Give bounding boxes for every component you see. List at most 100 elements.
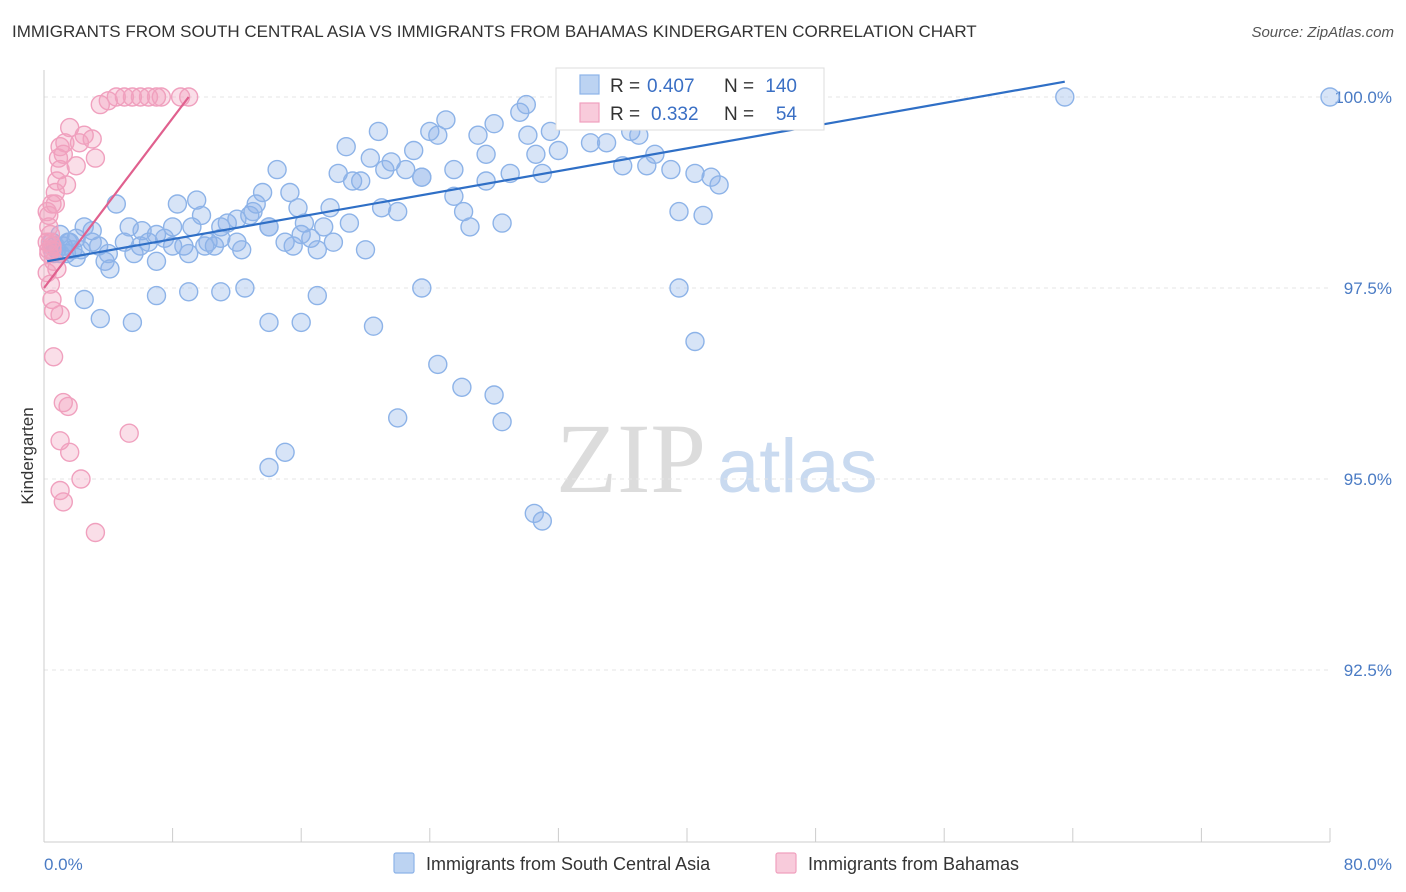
point-0-52	[355, 240, 376, 260]
watermark-zip: ZIP	[556, 403, 706, 514]
legend-r-label-0: R =	[610, 76, 640, 97]
point-0-24	[167, 194, 188, 214]
point-1-37	[45, 194, 65, 214]
point-0-104	[363, 316, 384, 336]
point-0-96	[259, 312, 279, 333]
point-0-50	[342, 171, 363, 191]
point-1-38	[37, 201, 57, 222]
y-axis-title: Kindergarten	[18, 407, 37, 504]
point-0-102	[90, 308, 111, 329]
point-0-137	[146, 251, 167, 271]
point-1-26	[114, 87, 135, 107]
point-0-109	[388, 408, 408, 428]
point-0-95	[291, 312, 311, 333]
legend-box	[555, 67, 825, 131]
point-1-35	[66, 156, 86, 176]
point-0-37	[252, 182, 273, 203]
point-0-73	[518, 125, 538, 145]
point-0-49	[336, 136, 356, 157]
point-0-89	[661, 159, 681, 180]
y-tick-label-0: 100.0%	[1334, 88, 1392, 107]
point-0-72	[510, 102, 530, 123]
legend-r-label-1: R =	[610, 104, 640, 125]
point-0-111	[275, 442, 295, 462]
point-0-47	[320, 198, 340, 218]
point-0-115	[669, 278, 689, 298]
watermark-atlas: atlas	[717, 424, 878, 509]
point-0-98	[211, 282, 231, 302]
x-tick-labels: 0.0% 80.0%	[44, 855, 1392, 874]
point-0-19	[132, 220, 152, 241]
correlation-legend: R = 0.407 N = 140 R = 0.332 N = 54	[555, 67, 825, 131]
y-tick-label-1: 97.5%	[1344, 279, 1392, 298]
point-0-107	[452, 377, 472, 397]
watermark: ZIP atlas	[556, 403, 878, 514]
bottom-legend-swatch-south-central-asia	[393, 852, 415, 874]
point-1-50	[71, 469, 91, 489]
point-0-27	[186, 190, 207, 210]
x-tick-label-max: 80.0%	[1344, 855, 1392, 874]
point-1-27	[122, 87, 143, 107]
point-0-121	[516, 94, 536, 115]
point-0-34	[231, 240, 252, 260]
legend-n-label-0: N =	[724, 76, 754, 97]
point-0-14	[100, 259, 120, 279]
point-0-41	[280, 182, 300, 203]
trendline-1	[43, 96, 190, 289]
point-0-123	[444, 159, 464, 180]
point-1-18	[55, 133, 75, 153]
point-0-108	[484, 385, 504, 405]
chart-source: Source: ZipAtlas.com	[1251, 24, 1394, 41]
point-0-122	[476, 144, 496, 165]
point-0-39	[267, 159, 287, 180]
point-0-105	[412, 278, 432, 298]
point-0-140	[82, 232, 102, 252]
point-1-33	[178, 87, 199, 107]
legend-r-value-1: 0.332	[651, 104, 699, 125]
trendline-0	[47, 80, 1065, 263]
point-1-34	[85, 148, 106, 168]
chart-title: IMMIGRANTS FROM SOUTH CENTRAL ASIA VS IM…	[12, 22, 977, 41]
legend-n-value-0: 140	[765, 76, 797, 97]
point-0-93	[701, 167, 721, 187]
point-0-114	[532, 511, 552, 531]
point-1-52	[53, 492, 73, 512]
point-0-113	[524, 503, 544, 524]
point-0-145	[1320, 87, 1340, 107]
point-0-67	[468, 125, 488, 145]
point-0-134	[195, 236, 215, 256]
point-0-15	[106, 194, 127, 214]
point-0-106	[428, 354, 448, 375]
series-bahamas-points	[37, 87, 199, 543]
legend-n-value-1: 54	[776, 104, 798, 125]
point-0-53	[360, 148, 380, 168]
point-0-59	[404, 140, 424, 161]
point-0-92	[693, 205, 713, 226]
point-1-28	[130, 87, 151, 107]
point-1-43	[50, 305, 70, 325]
point-0-136	[162, 236, 183, 256]
point-0-129	[283, 236, 303, 256]
point-0-66	[460, 217, 480, 237]
point-0-69	[484, 113, 504, 134]
point-0-112	[259, 457, 279, 478]
series-legend: Immigrants from South Central Asia Immig…	[393, 852, 1019, 874]
point-1-44	[43, 347, 64, 367]
point-0-132	[227, 209, 247, 229]
point-1-51	[50, 480, 70, 501]
point-0-44	[301, 228, 321, 249]
point-0-64	[444, 186, 464, 207]
point-0-146	[1055, 87, 1075, 107]
point-0-100	[146, 285, 167, 306]
point-0-74	[526, 144, 546, 165]
point-0-62	[428, 125, 448, 145]
point-0-28	[191, 205, 212, 226]
point-0-63	[436, 110, 456, 130]
point-0-57	[388, 201, 408, 222]
point-1-49	[59, 442, 80, 462]
bottom-legend-label-bahamas: Immigrants from Bahamas	[808, 854, 1019, 874]
point-1-25	[106, 87, 127, 107]
point-0-77	[548, 140, 569, 161]
point-1-13	[47, 171, 67, 191]
point-0-46	[314, 217, 334, 237]
